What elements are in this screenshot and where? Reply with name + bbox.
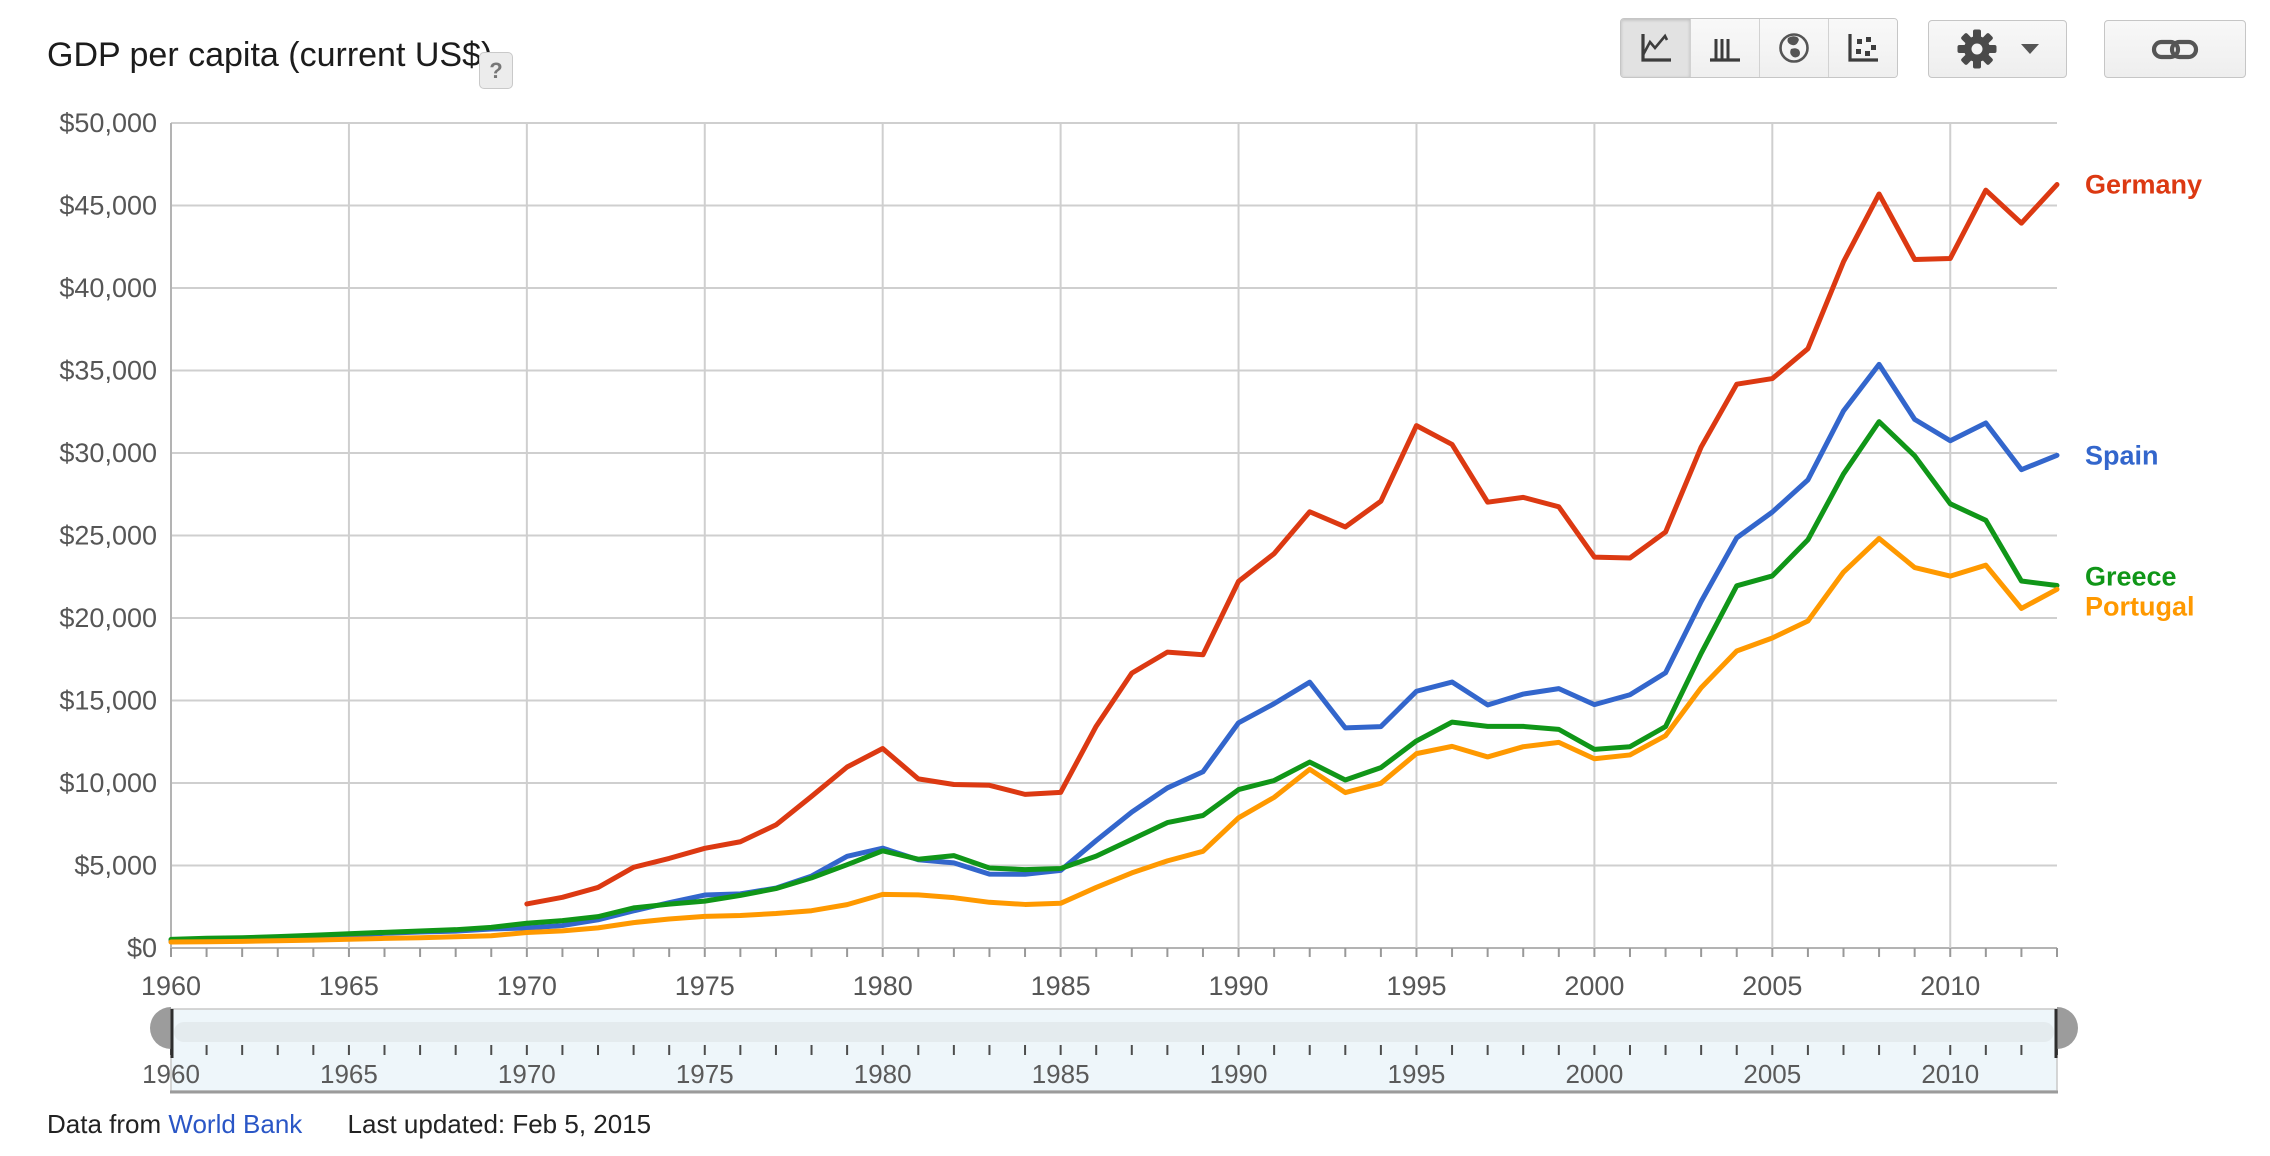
slider-handle-right[interactable] bbox=[2057, 1007, 2078, 1049]
chart-type-group bbox=[1620, 18, 1898, 78]
slider-tick-label: 2010 bbox=[1921, 1059, 1979, 1089]
legend-label-germany: Germany bbox=[2085, 170, 2202, 200]
x-tick-label: 1970 bbox=[497, 971, 557, 1001]
x-tick-label: 2000 bbox=[1564, 971, 1624, 1001]
y-axis-labels: $0 $5,000 $10,000 $15,000 $20,000 $25,000 $30,… bbox=[59, 108, 157, 963]
share-link-button[interactable] bbox=[2104, 20, 2246, 78]
x-tick-label: 1985 bbox=[1031, 971, 1091, 1001]
slider-tick-label: 1995 bbox=[1388, 1059, 1446, 1089]
caret-down-icon bbox=[2020, 44, 2039, 54]
y-tick-label: $20,000 bbox=[59, 603, 157, 633]
chart-type-scatter-button[interactable] bbox=[1828, 19, 1897, 77]
slider-tick-label: 1960 bbox=[142, 1059, 200, 1089]
y-tick-label: $0 bbox=[127, 933, 157, 963]
y-tick-label: $50,000 bbox=[59, 108, 157, 138]
help-button[interactable]: ? bbox=[479, 52, 513, 89]
chart-type-line-button[interactable] bbox=[1621, 19, 1690, 77]
bar-chart-icon bbox=[1710, 39, 1740, 62]
chart-type-map-button[interactable] bbox=[1759, 19, 1828, 77]
footer-prefix: Data from bbox=[47, 1109, 162, 1139]
x-tick-label: 1975 bbox=[675, 971, 735, 1001]
y-tick-label: $45,000 bbox=[59, 191, 157, 221]
link-icon bbox=[2151, 39, 2199, 60]
map-globe-icon bbox=[1779, 33, 1809, 63]
slider-handle-left[interactable] bbox=[150, 1007, 171, 1049]
settings-button[interactable] bbox=[1928, 20, 2067, 78]
series-line-portugal[interactable] bbox=[168, 535, 2060, 945]
scatter-chart-icon bbox=[1848, 34, 1878, 62]
gear-icon bbox=[1957, 29, 1996, 69]
slider-tick-label: 1970 bbox=[498, 1059, 556, 1089]
page-title: GDP per capita (current US$) bbox=[47, 36, 493, 74]
series-line-germany[interactable] bbox=[524, 182, 2060, 907]
slider-tick-label: 1980 bbox=[854, 1059, 912, 1089]
y-tick-label: $30,000 bbox=[59, 438, 157, 468]
timeline-slider[interactable]: 1960 1965 1970 1975 1980 1985 1990 1995 2000 2005… bbox=[142, 1007, 2078, 1094]
x-tick-label: 2005 bbox=[1742, 971, 1802, 1001]
slider-tick-label: 1975 bbox=[676, 1059, 734, 1089]
x-axis-ticks bbox=[170, 948, 2058, 957]
y-tick-label: $5,000 bbox=[74, 851, 157, 881]
slider-tick-label: 1985 bbox=[1032, 1059, 1090, 1089]
y-tick-label: $35,000 bbox=[59, 356, 157, 386]
slider-tick-label: 2005 bbox=[1743, 1059, 1801, 1089]
x-tick-label: 1965 bbox=[319, 971, 379, 1001]
legend-label-spain: Spain bbox=[2085, 440, 2159, 470]
footer: Data from World Bank Last updated: Feb 5… bbox=[47, 1106, 651, 1142]
x-tick-label: 2010 bbox=[1920, 971, 1980, 1001]
series-line-spain[interactable] bbox=[168, 361, 2060, 944]
slider-tick-label: 1990 bbox=[1210, 1059, 1268, 1089]
chart-type-bar-button[interactable] bbox=[1690, 19, 1759, 77]
world-bank-link[interactable]: World Bank bbox=[168, 1109, 303, 1139]
series-lines bbox=[168, 182, 2060, 945]
series-line-greece[interactable] bbox=[168, 419, 2060, 942]
y-tick-label: $40,000 bbox=[59, 273, 157, 303]
slider-tick-label: 1965 bbox=[320, 1059, 378, 1089]
x-tick-label: 1995 bbox=[1386, 971, 1446, 1001]
slider-tick-label: 2000 bbox=[1565, 1059, 1623, 1089]
y-tick-label: $25,000 bbox=[59, 521, 157, 551]
slider-range-bar[interactable] bbox=[174, 1022, 2054, 1042]
y-tick-label: $10,000 bbox=[59, 768, 157, 798]
footer-last-updated: Last updated: Feb 5, 2015 bbox=[347, 1109, 652, 1139]
x-axis-labels: 1960 1965 1970 1975 1980 1985 1990 1995 2000 2005… bbox=[141, 971, 1980, 1001]
legend-label-greece: Greece bbox=[2085, 561, 2177, 591]
y-tick-label: $15,000 bbox=[59, 686, 157, 716]
legend-label-portugal: Portugal bbox=[2085, 591, 2195, 621]
x-tick-label: 1980 bbox=[853, 971, 913, 1001]
x-tick-label: 1960 bbox=[141, 971, 201, 1001]
line-chart-icon bbox=[1640, 33, 1671, 62]
x-tick-label: 1990 bbox=[1209, 971, 1269, 1001]
